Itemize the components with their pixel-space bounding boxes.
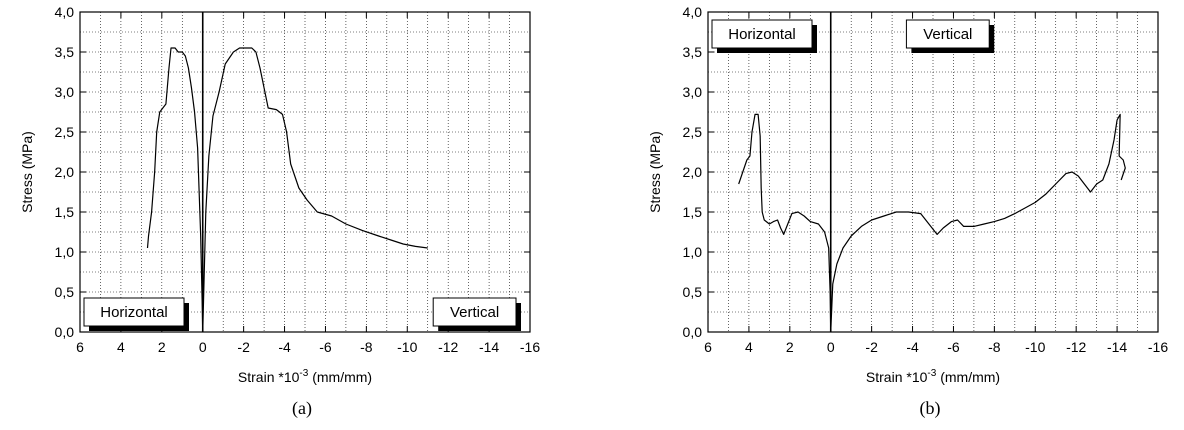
annotation-box: Vertical <box>432 297 521 331</box>
x-tick-label: -2 <box>237 339 250 355</box>
chart-panel-a: 6 4 2 0 -2 -4 -6 -8 -10 -12 -14 -16 0,0 0,5 1,0 1,5 2,0 2… <box>19 4 540 419</box>
x-tick-label: -14 <box>1107 339 1127 355</box>
x-tick-label: -16 <box>1148 339 1168 355</box>
y-tick-label: 1,0 <box>683 244 703 260</box>
x-tick-label: -10 <box>397 339 417 355</box>
annotation-box: Horizontal <box>83 297 189 331</box>
figure-caption: (a) <box>292 398 312 419</box>
x-tick-label: -6 <box>947 339 960 355</box>
y-tick-label: 4,0 <box>683 4 703 20</box>
series-line <box>146 47 204 333</box>
y-tick-label: 4,0 <box>55 4 75 20</box>
series-line <box>830 113 1126 333</box>
y-tick-label: 2,5 <box>683 124 703 140</box>
y-axis: 0,0 0,5 1,0 1,5 2,0 2,5 3,0 3,5 4,0 <box>55 4 530 340</box>
x-tick-label: -8 <box>360 339 373 355</box>
x-tick-label: -14 <box>479 339 499 355</box>
series-line <box>738 113 832 333</box>
x-axis-title-unit: (mm/mm) <box>308 369 372 385</box>
annotation-frame <box>432 297 517 327</box>
x-axis-title-base: Strain *10 <box>866 369 928 385</box>
x-axis-title-unit: (mm/mm) <box>936 369 1000 385</box>
x-tick-label: -10 <box>1025 339 1045 355</box>
x-tick-label: -12 <box>438 339 458 355</box>
x-axis-title-exponent: -3 <box>927 368 936 379</box>
figure-caption: (b) <box>920 398 941 419</box>
x-tick-label: -2 <box>865 339 878 355</box>
annotation-box: Vertical <box>905 19 995 53</box>
y-tick-label: 1,0 <box>55 244 75 260</box>
y-tick-label: 2,0 <box>683 164 703 180</box>
x-tick-label: -16 <box>520 339 540 355</box>
annotation-frame <box>83 297 185 327</box>
annotation-frame <box>905 19 990 49</box>
x-tick-label: -4 <box>278 339 291 355</box>
annotation-label: Horizontal <box>100 304 168 321</box>
annotation-label: Horizontal <box>728 26 796 43</box>
y-tick-label: 3,5 <box>683 44 703 60</box>
x-tick-label: 2 <box>786 339 794 355</box>
x-tick-label: -4 <box>906 339 919 355</box>
x-tick-label: 0 <box>199 339 207 355</box>
y-tick-label: 1,5 <box>683 204 703 220</box>
annotation-label: Vertical <box>450 304 499 321</box>
y-tick-label: 0,5 <box>683 284 703 300</box>
y-tick-label: 3,5 <box>55 44 75 60</box>
x-axis-title: Strain *10-3 (mm/mm) <box>238 368 372 385</box>
series-line <box>202 47 428 333</box>
y-tick-label: 3,0 <box>55 84 75 100</box>
x-tick-label: -12 <box>1066 339 1086 355</box>
x-tick-label: -8 <box>988 339 1001 355</box>
x-tick-label: 6 <box>704 339 712 355</box>
grid <box>707 11 1159 333</box>
chart-panel-b: 6 4 2 0 -2 -4 -6 -8 -10 -12 -14 -16 0,0 0,5 1,0 1,5 2,0 2… <box>647 4 1168 419</box>
x-tick-label: 6 <box>76 339 84 355</box>
x-axis: 6 4 2 0 -2 -4 -6 -8 -10 -12 -14 -16 <box>76 12 540 355</box>
x-tick-label: -6 <box>319 339 332 355</box>
x-axis-title: Strain *10-3 (mm/mm) <box>866 368 1000 385</box>
x-axis-title-exponent: -3 <box>299 368 308 379</box>
annotation-label: Vertical <box>923 26 972 43</box>
annotation-box: Horizontal <box>711 19 817 53</box>
grid <box>79 11 531 333</box>
y-axis-title: Stress (MPa) <box>19 131 35 213</box>
x-axis: 6 4 2 0 -2 -4 -6 -8 -10 -12 -14 -16 <box>704 12 1168 355</box>
y-tick-label: 2,5 <box>55 124 75 140</box>
x-axis-title-base: Strain *10 <box>238 369 300 385</box>
y-tick-label: 0,5 <box>55 284 75 300</box>
y-tick-label: 0,0 <box>683 324 703 340</box>
x-tick-label: 2 <box>158 339 166 355</box>
y-tick-label: 2,0 <box>55 164 75 180</box>
x-tick-label: 4 <box>117 339 125 355</box>
y-tick-label: 0,0 <box>55 324 75 340</box>
x-tick-label: 4 <box>745 339 753 355</box>
x-tick-label: 0 <box>827 339 835 355</box>
y-tick-label: 3,0 <box>683 84 703 100</box>
y-axis-title: Stress (MPa) <box>647 131 663 213</box>
y-tick-label: 1,5 <box>55 204 75 220</box>
y-axis: 0,0 0,5 1,0 1,5 2,0 2,5 3,0 3,5 4,0 <box>683 4 1158 340</box>
annotation-frame <box>711 19 813 49</box>
